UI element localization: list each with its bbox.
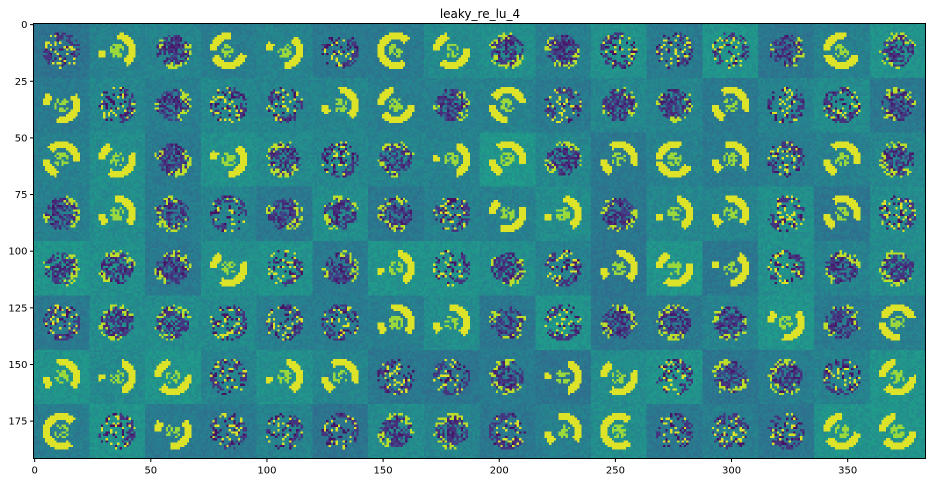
y-tick-label-4: 100 <box>8 247 27 258</box>
y-tick-label-7: 175 <box>8 417 27 428</box>
y-tick-label-3: 75 <box>15 190 28 201</box>
y-tick-label-1: 25 <box>15 77 28 88</box>
x-tick-label-1: 50 <box>144 466 157 477</box>
heatmap-image <box>33 23 926 459</box>
x-tick-label-0: 0 <box>31 466 37 477</box>
x-tick-label-7: 350 <box>838 466 857 477</box>
feature-map-grid <box>33 23 926 459</box>
x-tick-label-6: 300 <box>722 466 741 477</box>
x-tick-label-5: 250 <box>606 466 625 477</box>
y-axis: 0 25 50 75 100 125 150 175 <box>8 20 34 428</box>
y-tick-label-5: 125 <box>8 303 27 314</box>
x-tick-label-4: 200 <box>490 466 509 477</box>
y-tick-label-6: 150 <box>8 360 27 371</box>
x-axis: 0 50 100 150 200 250 300 350 <box>31 458 857 477</box>
y-tick-label-2: 50 <box>15 133 28 144</box>
plot-frame <box>33 23 926 459</box>
x-tick-label-2: 100 <box>257 466 276 477</box>
y-tick-label-0: 0 <box>21 20 27 31</box>
x-tick-label-3: 150 <box>374 466 393 477</box>
chart-title: leaky_re_lu_4 <box>440 7 520 21</box>
